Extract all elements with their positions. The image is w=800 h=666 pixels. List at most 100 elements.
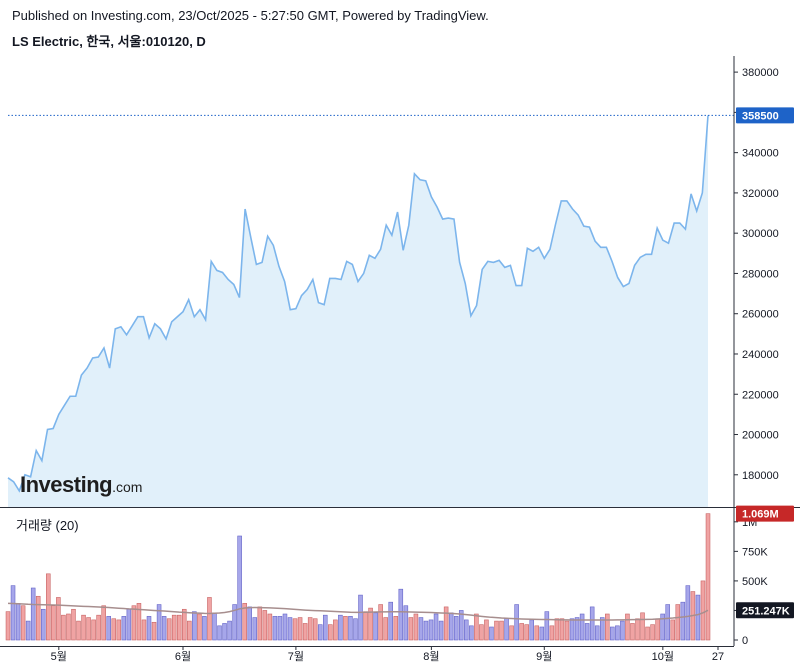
volume-bar (610, 626, 615, 641)
volume-bar (333, 619, 338, 641)
price-tick-label: 240000 (742, 349, 779, 361)
volume-bar (146, 616, 152, 641)
volume-bar (695, 594, 701, 641)
volume-bar (524, 624, 529, 641)
volume-bar (418, 617, 424, 641)
last-price-badge: 358500 (736, 107, 794, 124)
volume-bar (705, 513, 711, 641)
volume-bar (116, 619, 122, 641)
volume-bar (262, 610, 268, 641)
volume-bar (15, 603, 21, 641)
time-tick-label: 8월 (423, 650, 439, 663)
volume-bar (428, 619, 434, 641)
volume-bar (212, 612, 217, 641)
volume-tick-label: 0 (742, 635, 748, 647)
volume-bar (675, 604, 681, 641)
volume-bar (156, 604, 162, 641)
volume-bar (378, 604, 383, 641)
price-line (7, 115, 709, 493)
volume-bar (589, 606, 595, 641)
volume-bar (222, 623, 227, 641)
volume-bar (267, 613, 273, 641)
volume-bar (176, 614, 182, 641)
volume-bar (665, 604, 670, 641)
volume-bar (5, 611, 11, 641)
volume-bar (464, 619, 469, 641)
volume-bar (197, 613, 202, 641)
volume-bar (519, 623, 524, 641)
volume-bar (605, 613, 610, 641)
volume-bar (408, 617, 414, 641)
volume-bar (181, 608, 187, 641)
price-tick-label: 220000 (742, 389, 779, 401)
volume-bar (257, 606, 263, 641)
volume-ma-badge-bg (736, 602, 794, 619)
volume-bar (338, 614, 343, 641)
volume-bar (297, 617, 303, 641)
volume-bar (413, 613, 419, 641)
volume-bar (66, 613, 71, 641)
volume-bar (685, 585, 691, 641)
volume-bar (650, 624, 655, 641)
volume-bar (282, 613, 288, 641)
volume-bar (635, 618, 640, 641)
volume-bar (20, 605, 26, 641)
volume-tick-label: 500K (742, 576, 768, 588)
volume-bar (40, 608, 46, 641)
volume-ma-badge: 251.247K (736, 602, 794, 619)
volume-bar (96, 614, 101, 641)
volume-bar (81, 614, 86, 641)
volume-bar (494, 620, 499, 641)
volume-bar (328, 624, 333, 641)
price-tick-label: 340000 (742, 148, 779, 160)
time-tick-label: 9월 (536, 650, 552, 663)
volume-bar (469, 625, 474, 641)
volume-bar (579, 613, 585, 641)
volume-bar (504, 618, 509, 641)
volume-bar (474, 613, 479, 641)
time-tick-label: 5월 (51, 650, 67, 663)
price-tick-label: 280000 (742, 268, 779, 280)
volume-bar (202, 616, 207, 641)
published-info: Published on Investing.com, 23/Oct/2025 … (12, 8, 489, 23)
volume-bar (161, 616, 167, 641)
volume-bar (25, 620, 31, 641)
volume-bar (272, 616, 278, 641)
volume-bar (534, 625, 540, 641)
volume-bar (192, 611, 197, 641)
volume-bar (292, 618, 298, 641)
volume-bar (368, 607, 373, 641)
price-tick-label: 180000 (742, 470, 779, 482)
time-tick-label: 6월 (175, 650, 191, 663)
volume-bar (584, 623, 590, 641)
volume-bar (564, 620, 570, 641)
logo-main-text: Investing (20, 472, 113, 497)
volume-bar (443, 606, 449, 641)
volume-bar (302, 623, 308, 641)
volume-bar (700, 580, 706, 641)
volume-bar (237, 535, 242, 641)
volume-bar (322, 614, 328, 641)
time-axis: 5월 6월 7월 8월 9월 10월 27 (51, 646, 724, 663)
volume-bar (398, 588, 404, 641)
volume-bar (549, 625, 555, 641)
volume-bar (438, 620, 444, 641)
volume-bar (353, 618, 358, 641)
last-volume-badge: 1.069M (736, 505, 794, 522)
volume-ma-badge-text: 251.247K (742, 605, 790, 617)
volume-bar (46, 573, 51, 641)
volume-bar (458, 610, 464, 641)
volume-bar (187, 620, 192, 641)
price-area-fill (8, 115, 708, 508)
volume-bar (630, 623, 635, 641)
volume-bar (106, 616, 111, 641)
volume-bar (594, 625, 600, 641)
time-tick-label: 7월 (288, 650, 304, 663)
volume-bar (599, 617, 605, 641)
volume-bar (574, 617, 580, 641)
time-tick-label: 27 (712, 651, 724, 663)
last-volume-badge-bg (736, 505, 794, 522)
last-price-badge-bg (736, 107, 794, 124)
volume-bar (287, 617, 293, 641)
